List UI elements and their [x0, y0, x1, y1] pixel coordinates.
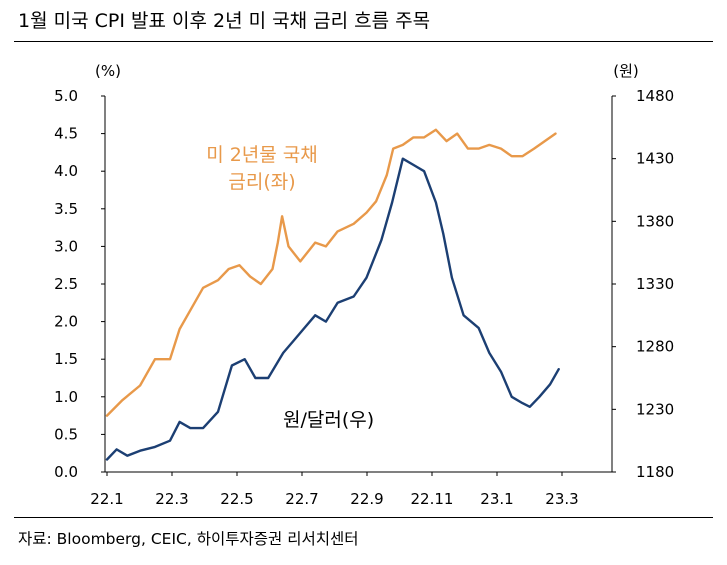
x-tick-label: 22.3	[155, 490, 188, 508]
x-tick-label: 22.9	[350, 490, 383, 508]
left-tick-label: 0.5	[54, 425, 78, 443]
left-tick-label: 3.5	[54, 200, 78, 218]
right-tick-label: 1380	[636, 212, 674, 230]
left-tick-label: 0.0	[54, 463, 78, 481]
x-tick-label: 22.11	[411, 490, 454, 508]
left-tick-label: 2.5	[54, 275, 78, 293]
left-tick-label: 4.0	[54, 162, 78, 180]
x-tick-label: 22.1	[90, 490, 123, 508]
right-tick-label: 1180	[636, 463, 674, 481]
x-tick-label: 22.5	[220, 490, 253, 508]
title-divider	[14, 41, 713, 42]
left-tick-label: 4.5	[54, 125, 78, 143]
chart-title: 1월 미국 CPI 발표 이후 2년 미 국채 금리 흐름 주목	[18, 10, 431, 32]
rate-series-label-line: 금리(좌)	[228, 171, 295, 193]
left-tick-label: 3.0	[54, 237, 78, 255]
left-tick-label: 1.5	[54, 350, 78, 368]
x-tick-label: 23.1	[480, 490, 513, 508]
rate-series-line	[105, 128, 557, 417]
series-layer	[105, 128, 560, 461]
right-tick-label: 1430	[636, 150, 674, 168]
rate-series-label-line: 미 2년물 국채	[206, 144, 318, 166]
right-axis-ticks: 1180 1230 1280 1330 1380 1430 1480	[612, 87, 674, 481]
right-tick-label: 1230	[636, 400, 674, 418]
left-tick-label: 5.0	[54, 87, 78, 105]
x-tick-label: 22.7	[285, 490, 318, 508]
krw-series-line	[105, 157, 560, 461]
left-axis-unit: (%)	[95, 62, 121, 80]
left-axis-ticks: 0.0 0.5 1.0 1.5 2.0 2.5 3.0 3.5 4.0 4.5 5.0	[54, 87, 105, 481]
source-divider	[14, 517, 713, 518]
right-tick-label: 1330	[636, 275, 674, 293]
source-note: 자료: Bloomberg, CEIC, 하이투자증권 리서치센터	[18, 530, 359, 548]
left-tick-label: 2.0	[54, 313, 78, 331]
right-tick-label: 1480	[636, 87, 674, 105]
right-tick-label: 1280	[636, 338, 674, 356]
krw-series-label: 원/달러(우)	[283, 409, 374, 431]
x-tick-label: 23.3	[545, 490, 578, 508]
x-axis-ticks: 22.1 22.3 22.5 22.7 22.9 22.11 23.1 23.3	[90, 472, 579, 508]
right-axis-unit: (원)	[613, 62, 639, 80]
left-tick-label: 1.0	[54, 388, 78, 406]
